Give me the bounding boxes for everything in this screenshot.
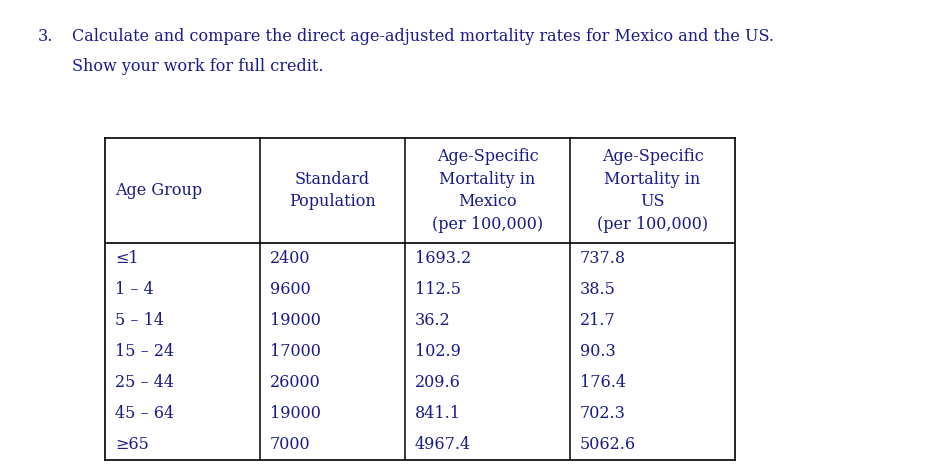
Text: 737.8: 737.8 [580, 250, 626, 267]
Text: 17000: 17000 [270, 343, 321, 360]
Text: 3.: 3. [38, 28, 54, 45]
Text: 19000: 19000 [270, 312, 321, 329]
Text: Show your work for full credit.: Show your work for full credit. [72, 58, 324, 75]
Text: 2400: 2400 [270, 250, 311, 267]
Text: ≥65: ≥65 [115, 436, 149, 453]
Text: 209.6: 209.6 [415, 374, 461, 391]
Text: 38.5: 38.5 [580, 281, 616, 298]
Text: Calculate and compare the direct age-adjusted mortality rates for Mexico and the: Calculate and compare the direct age-adj… [72, 28, 774, 45]
Text: 702.3: 702.3 [580, 405, 626, 422]
Text: 21.7: 21.7 [580, 312, 616, 329]
Text: Age Group: Age Group [115, 182, 203, 199]
Text: 5 – 14: 5 – 14 [115, 312, 164, 329]
Text: 26000: 26000 [270, 374, 321, 391]
Text: 15 – 24: 15 – 24 [115, 343, 174, 360]
Text: ≤1: ≤1 [115, 250, 139, 267]
Text: Age-Specific
Mortality in
Mexico
(per 100,000): Age-Specific Mortality in Mexico (per 10… [432, 148, 543, 233]
Text: 90.3: 90.3 [580, 343, 616, 360]
Text: 1 – 4: 1 – 4 [115, 281, 154, 298]
Text: 5062.6: 5062.6 [580, 436, 636, 453]
Text: 19000: 19000 [270, 405, 321, 422]
Text: Age-Specific
Mortality in
US
(per 100,000): Age-Specific Mortality in US (per 100,00… [597, 148, 708, 233]
Text: 25 – 44: 25 – 44 [115, 374, 174, 391]
Text: Standard
Population: Standard Population [290, 171, 376, 210]
Text: 176.4: 176.4 [580, 374, 626, 391]
Text: 36.2: 36.2 [415, 312, 450, 329]
Text: 9600: 9600 [270, 281, 311, 298]
Text: 841.1: 841.1 [415, 405, 461, 422]
Text: 1693.2: 1693.2 [415, 250, 471, 267]
Text: 112.5: 112.5 [415, 281, 461, 298]
Text: 4967.4: 4967.4 [415, 436, 471, 453]
Text: 45 – 64: 45 – 64 [115, 405, 174, 422]
Text: 102.9: 102.9 [415, 343, 461, 360]
Text: 7000: 7000 [270, 436, 311, 453]
